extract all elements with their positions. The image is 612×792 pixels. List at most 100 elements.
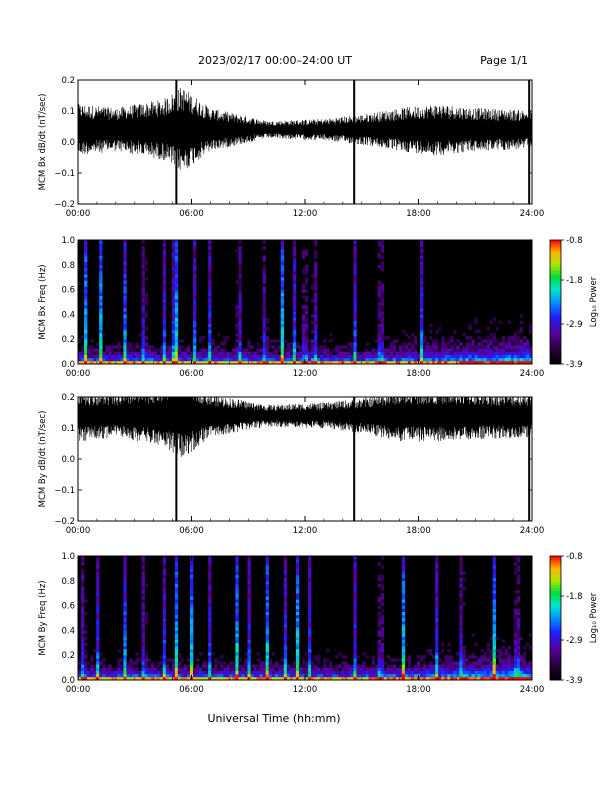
spectrogram-cell — [459, 580, 463, 585]
spectrogram-cell — [189, 645, 194, 650]
spectrogram-cell — [305, 339, 309, 343]
spectrogram-cell — [235, 624, 239, 628]
spectrogram-cell — [329, 351, 333, 355]
spectrogram-cell — [135, 676, 139, 681]
spectrogram-cell — [208, 568, 212, 572]
spectrogram-cell — [462, 673, 466, 678]
spectrogram-cell — [377, 621, 381, 625]
spectrogram-cell — [420, 295, 424, 300]
spectrogram-cell — [235, 339, 239, 343]
spectrogram-cell — [208, 580, 212, 585]
spectrogram-cell — [456, 339, 460, 343]
spectrogram-cell — [268, 673, 273, 678]
spectrogram-cell — [226, 336, 230, 340]
spectrogram-cell — [235, 642, 239, 647]
spectrogram-cell — [320, 348, 324, 352]
spectrogram-cell — [401, 345, 406, 349]
x-tick-label: 12:00 — [293, 526, 318, 536]
spectrogram-cell — [507, 661, 512, 665]
spectrogram-cell — [377, 280, 381, 284]
colorbar-frame — [549, 239, 562, 365]
spectrogram-cell — [81, 602, 85, 606]
spectrogram-cell — [374, 360, 378, 365]
spectrogram-cell — [180, 360, 185, 365]
spectrogram-cell — [171, 314, 176, 318]
spectrogram-cell — [507, 339, 512, 343]
spectrogram-cell — [380, 621, 384, 625]
spectrogram-cell — [374, 667, 378, 671]
spectrogram-cell — [308, 577, 312, 582]
colorbar-swatch — [550, 624, 561, 627]
colorbar-swatch — [550, 595, 561, 598]
spectrogram-cell — [177, 664, 182, 668]
spectrogram-cell — [401, 574, 406, 578]
spectrogram-cell — [377, 676, 381, 681]
spectrogram-cell — [380, 583, 384, 588]
spectrogram-cell — [326, 354, 330, 359]
spectrogram-cell — [162, 661, 167, 665]
spectrogram-cell — [271, 360, 276, 365]
spectrogram-cell — [84, 652, 88, 656]
spectrogram-cell — [108, 354, 112, 359]
spectrogram-cell — [208, 298, 212, 303]
spectrogram-cell — [380, 240, 384, 244]
spectrogram-cell — [193, 271, 197, 275]
spectrogram-cell — [317, 351, 321, 355]
spectrogram-cell — [289, 348, 294, 352]
spectrogram-cell — [208, 596, 212, 600]
spectrogram-cell — [84, 317, 88, 321]
spectrogram-cell — [368, 667, 372, 671]
spectrogram-cell — [283, 658, 288, 662]
spectrogram-cell — [174, 292, 179, 297]
spectrogram-cell — [111, 360, 115, 365]
spectrogram-cell — [501, 639, 506, 644]
spectrogram-cell — [308, 605, 312, 609]
spectrogram-cell — [247, 599, 251, 603]
colorbar-swatch — [550, 572, 561, 575]
spectrogram-cell — [353, 298, 357, 303]
spectrogram-cell — [208, 274, 212, 278]
spectrogram-cell — [235, 357, 239, 362]
spectrogram-cell — [480, 673, 484, 678]
spectrogram-cell — [528, 348, 533, 352]
spectrogram-cell — [435, 580, 439, 585]
spectrogram-cell — [528, 360, 533, 365]
spectrogram-cell — [380, 243, 384, 247]
spectrogram-cell — [250, 676, 254, 681]
spectrogram-cell — [84, 314, 88, 318]
spectrogram-cell — [459, 618, 463, 622]
spectrogram-cell — [528, 664, 533, 668]
spectrogram-cell — [441, 357, 445, 362]
spectrogram-cell — [329, 673, 333, 678]
spectrogram-cell — [247, 608, 251, 613]
spectrogram-cell — [162, 627, 167, 631]
spectrogram-cell — [141, 286, 145, 290]
spectrogram-cell — [413, 354, 418, 359]
colorbar-swatch — [550, 320, 561, 324]
spectrogram-cell — [335, 360, 339, 365]
spectrogram-cell — [253, 667, 257, 671]
spectrogram-cell — [247, 633, 251, 637]
spectrogram-cell — [280, 339, 285, 343]
spectrogram-cell — [380, 339, 384, 343]
spectrogram-cell — [174, 249, 179, 253]
colorbar-swatch — [550, 632, 561, 635]
spectrogram-cell — [462, 348, 466, 352]
spectrogram-cell — [314, 240, 318, 244]
y-tick-label: 0.4 — [61, 310, 75, 320]
spectrogram-cell — [435, 676, 439, 681]
spectrogram-cell — [81, 611, 85, 616]
spectrogram-cell — [377, 264, 381, 269]
colorbar-swatch — [550, 599, 561, 602]
spectrogram-cell — [193, 336, 197, 340]
spectrogram-cell — [292, 311, 297, 315]
spectrogram-cell — [141, 360, 145, 365]
spectrogram-cell — [283, 574, 288, 578]
spectrogram-cell — [492, 621, 496, 625]
spectrogram-cell — [189, 605, 194, 609]
spectrogram-cell — [301, 267, 306, 272]
spectrogram-cell — [516, 360, 521, 365]
spectrogram-cell — [292, 314, 297, 318]
spectrogram-cell — [314, 323, 318, 328]
spectrogram-cell — [226, 354, 230, 359]
